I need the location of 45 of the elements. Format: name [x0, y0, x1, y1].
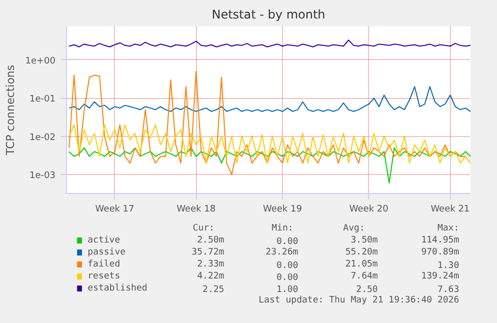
text: Avg: [343, 224, 365, 234]
x-tick-label: Week 18 [176, 204, 216, 214]
text: 35.72m [192, 248, 224, 258]
text: 139.24m [421, 272, 460, 282]
text: 1.00 [276, 285, 298, 295]
text: 4.22m [197, 272, 224, 282]
x-tick-label: Week 21 [430, 204, 470, 214]
text: 7.63 [437, 285, 460, 295]
y-tick-label: 1e-03 [30, 171, 56, 182]
text: 2.25 [202, 285, 224, 295]
line-series [68, 124, 470, 164]
y-tick-label: 1e-01 [30, 94, 56, 105]
y-axis-title: TCP connections [4, 64, 18, 156]
text: Min: [272, 224, 294, 234]
text: Last update: Thu May 21 19:36:40 2026 [258, 296, 460, 306]
text: 0.00 [276, 261, 298, 271]
x-tick-label: Week 17 [95, 204, 134, 214]
line-series [68, 86, 470, 112]
line-series [68, 147, 470, 184]
y-tick-label: 1e-02 [30, 132, 56, 143]
text: 970.89m [421, 248, 460, 258]
x-tick-label: Week 20 [349, 204, 389, 214]
text: 2.50 [356, 285, 378, 295]
text: 2.33m [197, 260, 224, 270]
text: 114.95m [421, 236, 460, 246]
legend-label: passive [88, 248, 126, 258]
text: 0.00 [276, 273, 298, 283]
x-tick-label: Week 19 [262, 204, 302, 214]
legend-label: established [88, 284, 148, 294]
text: 7.64m [350, 272, 378, 282]
line-series [68, 40, 470, 48]
text: Cur: [192, 224, 214, 234]
legend-label: resets [88, 272, 120, 282]
text: 1.30 [437, 261, 460, 271]
text: 3.50m [350, 236, 378, 246]
y-tick-label: 1e+00 [25, 56, 56, 66]
legend-label: active [88, 236, 120, 246]
text: 0.00 [276, 237, 298, 247]
text: 55.20m [345, 248, 378, 258]
chart-title: Netstat - by month [212, 8, 326, 22]
text: 21.05m [345, 260, 378, 270]
text: Max: [437, 224, 460, 234]
legend-label: failed [88, 260, 120, 270]
text: 23.26m [266, 248, 298, 258]
text: 2.50m [197, 236, 224, 246]
